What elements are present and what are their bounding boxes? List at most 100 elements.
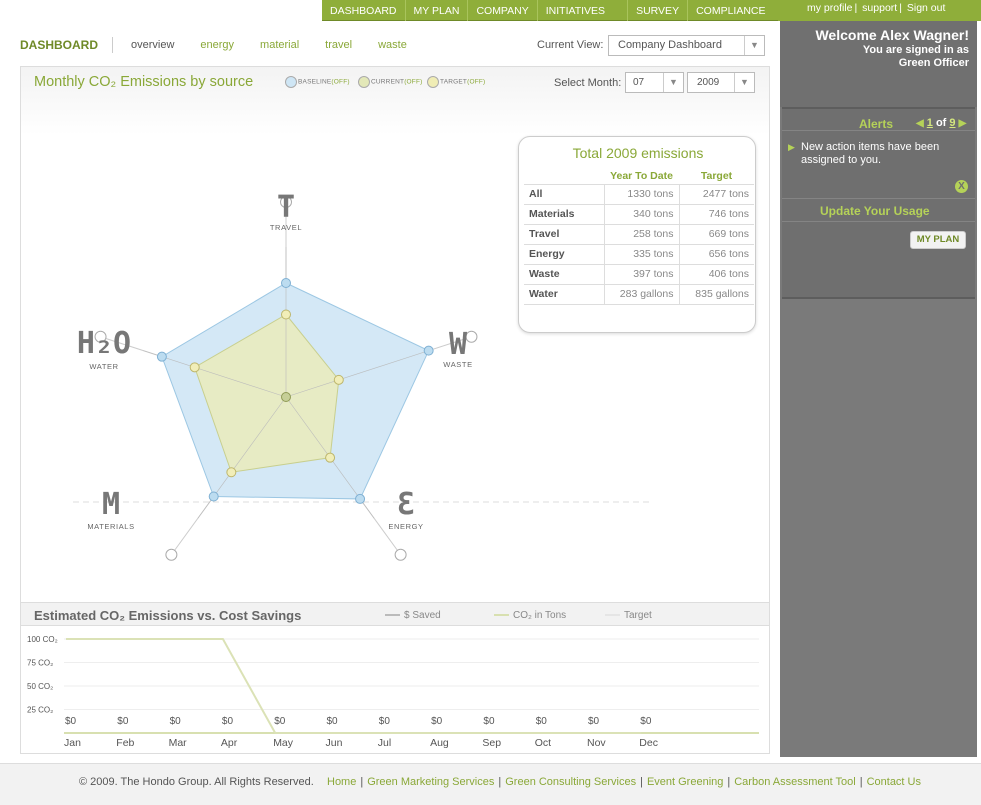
close-icon[interactable]: X <box>955 180 968 193</box>
current-point <box>226 467 237 478</box>
total-title: Total 2009 emissions <box>572 145 704 161</box>
separator: | <box>640 776 643 788</box>
footer-link-event-greening[interactable]: Event Greening <box>646 776 724 788</box>
sign-out-link[interactable]: Sign out <box>906 2 946 14</box>
legend-current[interactable]: CURRENT(OFF) <box>358 76 423 88</box>
saved-data-label: $0 <box>117 716 129 727</box>
y-tick-label: 25 CO₂ <box>27 706 53 715</box>
prev-arrow-icon[interactable]: ◀ <box>916 118 924 129</box>
center-point <box>281 392 291 402</box>
current-view-select[interactable]: Company Dashboard ▼ <box>608 35 765 56</box>
x-tick-label: Jul <box>378 737 391 749</box>
saved-data-label: $0 <box>431 716 443 727</box>
my-plan-button[interactable]: MY PLAN <box>910 231 966 249</box>
subnav-overview[interactable]: overview <box>131 39 175 51</box>
alert-message: New action items have been assigned to y… <box>801 141 940 166</box>
baseline-point <box>355 493 366 504</box>
circle-icon <box>285 76 297 88</box>
cost-chart: 100 CO₂ 75 CO₂ 50 CO₂ 25 CO₂ $0 Jan $0 Feb $0 Mar… <box>27 635 759 749</box>
select-month-label: Select Month: <box>554 77 622 89</box>
my-profile-link[interactable]: my profile <box>807 2 853 14</box>
year-select[interactable]: 2009 ▼ <box>687 72 755 93</box>
circle-icon <box>358 76 370 88</box>
x-tick-label: Dec <box>639 737 658 749</box>
subnav-title[interactable]: DASHBOARD <box>20 38 98 52</box>
nav-company[interactable]: COMPANY <box>467 0 536 21</box>
ytd-value: 397 tons <box>603 263 679 284</box>
subnav-material[interactable]: material <box>260 39 300 51</box>
bullet-arrow-icon: ▶ <box>788 142 795 152</box>
current-point <box>281 309 291 320</box>
legend-baseline[interactable]: BASELINE(OFF) <box>285 76 350 88</box>
subnav-travel[interactable]: travel <box>325 39 353 51</box>
footer-link-contact[interactable]: Contact Us <box>866 776 921 788</box>
nav-compliance[interactable]: COMPLIANCE <box>687 0 773 21</box>
table-header-row: Year To Date Target <box>524 168 754 184</box>
y-tick-label: 50 CO₂ <box>27 682 53 691</box>
subnav-waste[interactable]: waste <box>378 39 407 51</box>
baseline-point <box>156 351 167 362</box>
radar-spoke-inner <box>143 350 287 398</box>
axis-label: MATERIALS <box>87 522 134 531</box>
legend-state: (OFF) <box>467 78 486 86</box>
nav-survey[interactable]: SURVEY <box>627 0 687 21</box>
saved-data-label: $0 <box>483 716 495 727</box>
next-arrow-icon[interactable]: ▶ <box>958 118 967 129</box>
subnav-energy[interactable]: energy <box>200 39 235 51</box>
axis-letter: T <box>277 190 295 225</box>
line-icon <box>494 614 509 617</box>
saved-data-label: $0 <box>379 716 391 727</box>
saved-data-label: $0 <box>65 716 77 727</box>
legend-label: BASELINE <box>298 78 332 86</box>
x-tick-label: Jan <box>64 737 81 749</box>
footer-link-green-marketing[interactable]: Green Marketing Services <box>367 776 495 788</box>
axis-letter: W <box>449 327 468 362</box>
axis-letter: M <box>102 487 120 522</box>
current-polygon <box>194 313 340 473</box>
legend-target[interactable]: TARGET(OFF) <box>427 76 485 88</box>
ytd-value: 335 tons <box>603 243 679 264</box>
table-row: Waste 397 tons 406 tons <box>524 263 754 284</box>
support-link[interactable]: support <box>862 2 898 14</box>
separator: | <box>859 776 863 788</box>
signed-in-text: You are signed in as <box>862 44 969 56</box>
legend-label: CO₂ in Tons <box>513 610 567 621</box>
main-nav: DASHBOARD MY PLAN COMPANY INITIATIVES SU… <box>322 0 778 21</box>
cost-chart-header: Estimated CO₂ Emissions vs. Cost Savings… <box>21 602 769 626</box>
current-point <box>325 452 336 463</box>
user-nav: my profile | support | Sign out <box>778 0 981 21</box>
footer-link-green-consulting[interactable]: Green Consulting Services <box>505 776 637 788</box>
row-label: Waste <box>524 263 604 284</box>
month-select[interactable]: 07 ▼ <box>625 72 684 93</box>
nav-dashboard[interactable]: DASHBOARD <box>330 5 397 17</box>
main-panel: Monthly CO₂ Emissions by source BASELINE… <box>20 66 770 754</box>
footer-link-carbon-tool[interactable]: Carbon Assessment Tool <box>734 776 856 788</box>
circle-icon <box>427 76 439 88</box>
saved-data-label: $0 <box>274 716 286 727</box>
legend-label: TARGET <box>440 78 468 86</box>
radar-header: Monthly CO₂ Emissions by source BASELINE… <box>21 67 769 135</box>
axis-label: WASTE <box>443 360 472 369</box>
alerts-pager: ◀ 1 of 9 ▶ <box>916 117 966 129</box>
x-tick-label: Feb <box>116 737 134 749</box>
nav-initiatives[interactable]: INITIATIVES <box>536 0 627 21</box>
current-view-label: Current View: <box>537 39 604 51</box>
footer-link-home[interactable]: Home <box>327 776 357 788</box>
radar-spoke-inner <box>285 350 429 398</box>
legend-label: Target <box>624 610 652 621</box>
alerts-page[interactable]: 1 <box>926 117 933 129</box>
alerts-title: Alerts <box>859 117 894 131</box>
baseline-point <box>208 491 219 502</box>
footer: © 2009. The Hondo Group. All Rights Rese… <box>0 763 981 805</box>
x-tick-label: Sep <box>482 737 501 749</box>
target-value: 669 tons <box>678 223 754 244</box>
chevron-down-icon: ▼ <box>744 36 764 55</box>
y-tick-label: 100 CO₂ <box>27 635 58 644</box>
row-label: Water <box>524 283 604 305</box>
axis-endpoint <box>465 330 478 343</box>
alerts-total[interactable]: 9 <box>949 117 956 129</box>
row-label: Energy <box>524 243 604 264</box>
nav-my-plan[interactable]: MY PLAN <box>404 0 468 21</box>
alerts-header: Alerts ◀ 1 of 9 ▶ <box>782 113 975 131</box>
chevron-down-icon: ▼ <box>734 73 754 92</box>
